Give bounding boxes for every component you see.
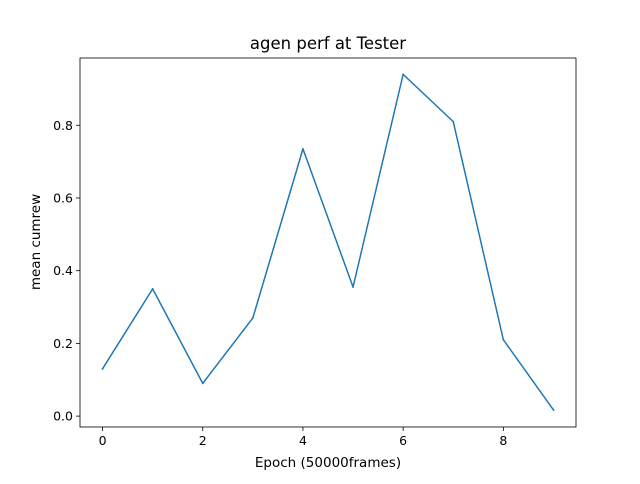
y-tick-label: 0.4: [53, 263, 73, 278]
data-point: [502, 338, 505, 341]
y-tick-label: 0.6: [53, 190, 73, 205]
series-line-0: [101, 73, 555, 411]
data-point: [151, 287, 154, 290]
data-point: [101, 367, 104, 370]
data-point: [352, 286, 354, 288]
x-tick-label: 8: [499, 433, 507, 448]
y-tick-label: 0.0: [53, 409, 73, 424]
x-tick-label: 4: [299, 433, 307, 448]
y-tick-label: 0.2: [53, 336, 73, 351]
data-point: [251, 317, 254, 319]
data-point: [302, 147, 304, 150]
data-point: [201, 382, 204, 385]
plot-area: 0 2 4 6 8 0.0 0.2 0.4 0.6 0.8: [53, 57, 577, 448]
x-tick-label: 2: [199, 433, 207, 448]
data-point: [552, 409, 555, 411]
x-tick-label: 0: [99, 433, 107, 448]
x-axis-label: Epoch (50000frames): [255, 455, 401, 471]
x-tick-label: 6: [399, 433, 407, 448]
y-tick-label: 0.8: [53, 118, 73, 133]
chart-title: agen perf at Tester: [250, 34, 406, 53]
axes-frame: [79, 57, 577, 428]
y-axis-label: mean cumrew: [28, 194, 44, 290]
data-point: [452, 120, 455, 123]
data-point: [402, 73, 405, 76]
